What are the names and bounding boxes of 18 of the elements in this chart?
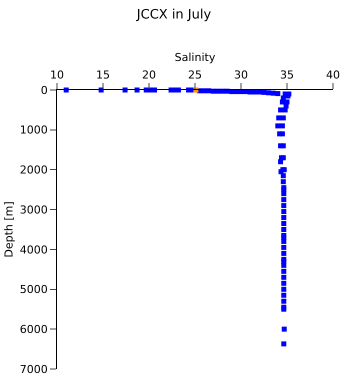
y-tick-label: 5000 <box>20 283 48 296</box>
y-tick-label: 1000 <box>20 124 48 137</box>
y-tick-label: 3000 <box>20 203 48 216</box>
x-tick-label: 10 <box>50 68 64 82</box>
y-tick-label: 7000 <box>20 362 48 376</box>
x-axis-title: Salinity <box>174 51 216 64</box>
y-tick-label: 2000 <box>20 164 48 177</box>
chart-title: JCCX in July <box>136 8 212 23</box>
x-tick-label: 35 <box>280 68 294 82</box>
x-tick-label: 25 <box>188 68 202 82</box>
x-tick-label: 30 <box>234 68 248 82</box>
y-tick-label: 6000 <box>20 322 48 336</box>
y-axis-title: Depth [m] <box>2 201 16 258</box>
x-tick-label: 15 <box>96 68 110 82</box>
y-tick-label: 4000 <box>20 243 48 256</box>
x-tick-label: 20 <box>142 68 156 82</box>
x-tick-label: 40 <box>326 68 340 82</box>
y-tick-label: 0 <box>40 84 48 97</box>
